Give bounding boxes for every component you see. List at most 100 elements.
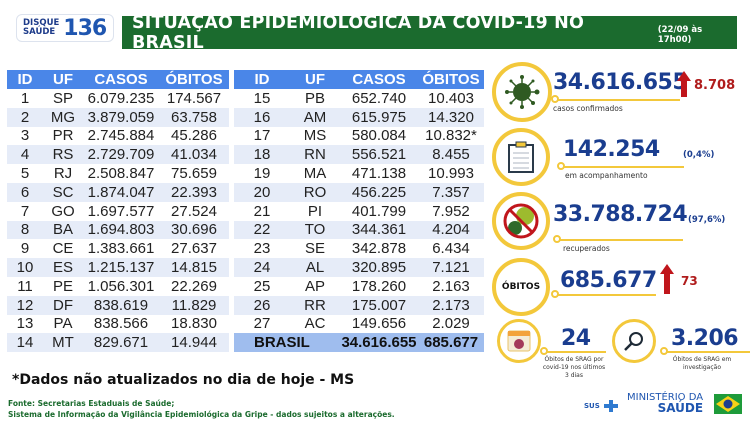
cell-uf: MS	[303, 127, 327, 145]
cell-obitos: 6.434	[432, 240, 470, 258]
cell-casos: 178.260	[351, 277, 407, 295]
cell-id: 6	[7, 182, 43, 202]
cell-uf: CE	[52, 240, 74, 258]
table-row: 12 DF 838.619 11.829	[7, 295, 229, 315]
cell-uf: MA	[303, 165, 327, 183]
cell-uf: RJ	[53, 165, 73, 183]
table-row: 22 TO 344.361 4.204	[234, 220, 484, 240]
logo-number: 136	[63, 15, 107, 41]
cell-obitos: 18.830	[171, 315, 217, 333]
total-casos: 34.616.655	[340, 333, 418, 353]
cell-casos: 652.740	[351, 89, 407, 107]
cell-uf: RN	[290, 145, 340, 165]
deaths-badge: ÓBITOS	[501, 282, 541, 292]
table-row: 19 MA 471.138 10.993	[234, 164, 484, 183]
cell-uf: TO	[290, 220, 340, 240]
cell-obitos: 14.320	[418, 107, 484, 127]
cell-casos: 580.084	[351, 127, 407, 145]
table-row: 1 SP 6.079.235 174.567	[7, 89, 229, 108]
confirmed-increase: 8.708	[694, 78, 736, 93]
cell-obitos: 2.163	[432, 277, 470, 295]
cell-casos: 401.799	[351, 202, 407, 220]
cell-obitos: 174.567	[166, 89, 222, 107]
cell-casos: 2.729.709	[83, 145, 159, 165]
recovered-percent: (97,6%)	[688, 215, 726, 225]
srag-investigation-underline	[664, 351, 750, 353]
col-id: ID	[234, 70, 290, 89]
table-row: 7 GO 1.697.577 27.524	[7, 202, 229, 221]
cell-obitos: 8.455	[418, 145, 484, 165]
cell-casos: 1.056.301	[87, 277, 155, 295]
logo-saude-text: SAÚDE	[23, 27, 56, 37]
cell-obitos: 14.815	[159, 258, 229, 277]
confirmed-value: 34.616.655	[553, 70, 688, 95]
cell-id: 23	[253, 240, 271, 258]
table-row: 14 MT 829.671 14.944	[7, 333, 229, 353]
cell-obitos: 41.034	[159, 145, 229, 165]
states-table-right: ID UF CASOS ÓBITOS 15 PB 652.740 10.403 16 AM…	[234, 70, 484, 353]
deaths-increase: 73	[681, 274, 698, 288]
col-uf: UF	[290, 70, 340, 89]
table-row: 5 RJ 2.508.847 75.659	[7, 164, 229, 183]
magnifier-icon	[624, 332, 643, 351]
col-obitos: ÓBITOS	[418, 70, 484, 89]
deaths-value: 685.677	[560, 268, 657, 293]
timestamp: (22/09 às 17h00)	[657, 24, 703, 45]
cell-uf: SC	[43, 182, 83, 202]
cell-uf: AM	[290, 107, 340, 127]
deaths-ring: ÓBITOS	[492, 258, 550, 316]
cell-obitos: 7.121	[418, 258, 484, 277]
cell-uf: BA	[43, 220, 83, 240]
cell-obitos: 14.944	[159, 333, 229, 353]
table-row: 8 BA 1.694.803 30.696	[7, 220, 229, 240]
cell-id: 24	[234, 258, 290, 277]
cell-id: 13	[16, 315, 34, 333]
cell-obitos: 4.204	[418, 220, 484, 240]
cell-id: 11	[17, 277, 33, 295]
underline-dot	[551, 290, 559, 298]
cell-obitos: 27.524	[171, 202, 217, 220]
cell-uf: MT	[43, 333, 83, 353]
cell-obitos: 63.758	[159, 107, 229, 127]
cell-uf: PB	[304, 89, 325, 107]
table-row: 13 PA 838.566 18.830	[7, 315, 229, 334]
cell-casos: 615.975	[340, 107, 418, 127]
cell-id: 7	[20, 202, 30, 220]
cell-id: 10	[7, 258, 43, 277]
cell-id: 20	[234, 182, 290, 202]
cell-id: 9	[20, 240, 30, 258]
table-header-row: ID UF CASOS ÓBITOS	[234, 70, 484, 89]
cell-uf: AP	[304, 277, 325, 295]
logo-disque-text: DISQUE	[23, 18, 60, 28]
cell-uf: PI	[307, 202, 323, 220]
monitoring-percent: (0,4%)	[683, 150, 715, 160]
cell-uf: RO	[290, 182, 340, 202]
calendar-icon	[507, 330, 531, 352]
source-text: Fonte: Secretarias Estaduais de Saúde; S…	[8, 399, 395, 419]
table-row: 20 RO 456.225 7.357	[234, 182, 484, 202]
srag-recent-label: Óbitos de SRAG por covid-19 nos últimos …	[542, 356, 606, 379]
monitoring-label: em acompanhamento	[565, 171, 648, 180]
table-row: 6 SC 1.874.047 22.393	[7, 182, 229, 202]
table-row: 17 MS 580.084 10.832*	[234, 127, 484, 146]
monitoring-value: 142.254	[563, 137, 660, 162]
cell-casos: 838.619	[83, 295, 159, 315]
brazil-flag-icon	[714, 394, 742, 414]
confirmed-underline	[556, 99, 680, 101]
table-row: 15 PB 652.740 10.403	[234, 89, 484, 108]
cell-id: 22	[234, 220, 290, 240]
table-row: 3 PR 2.745.884 45.286	[7, 127, 229, 146]
table-row: 27 AC 149.656 2.029	[234, 315, 484, 334]
cell-casos: 1.874.047	[83, 182, 159, 202]
cell-uf: PA	[53, 315, 73, 333]
cell-obitos: 10.403	[428, 89, 474, 107]
total-row: BRASIL 34.616.655 685.677	[234, 333, 484, 353]
disque-saude-136-logo: DISQUE SAÚDE 136	[16, 14, 114, 42]
states-table-left: ID UF CASOS ÓBITOS 1 SP 6.079.235 174.567 2 M…	[7, 70, 229, 353]
cell-casos: 3.879.059	[83, 107, 159, 127]
table-row: 23 SE 342.878 6.434	[234, 239, 484, 258]
cell-casos: 829.671	[83, 333, 159, 353]
cell-obitos: 7.952	[432, 202, 470, 220]
cross-icon	[604, 400, 619, 412]
table-row: 10 ES 1.215.137 14.815	[7, 258, 229, 277]
